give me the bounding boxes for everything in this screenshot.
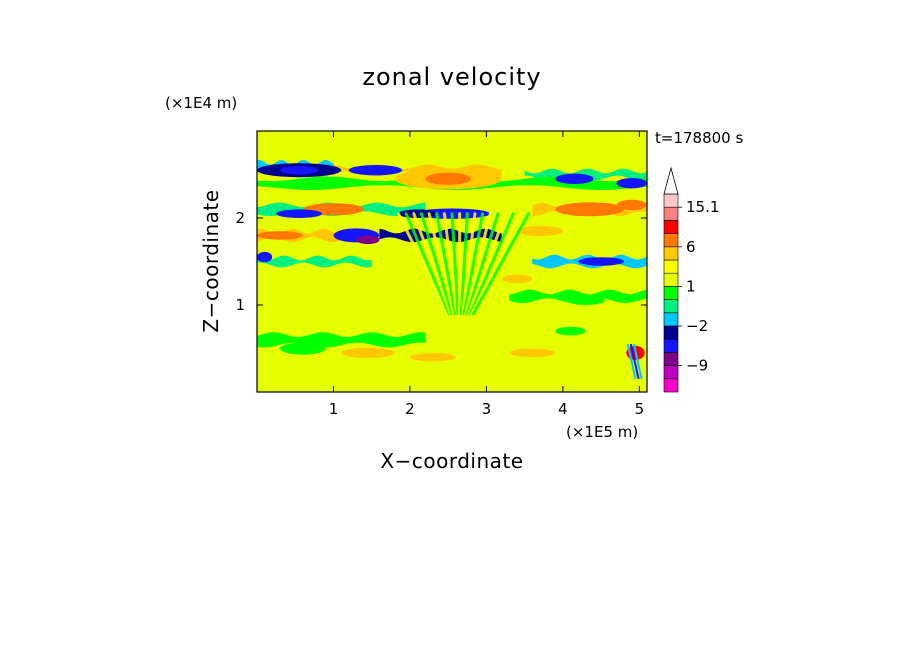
wave-streak <box>470 212 523 316</box>
velocity-blob <box>257 251 273 263</box>
time-label: t=178800 s <box>655 129 743 147</box>
velocity-blob <box>501 274 533 284</box>
velocity-band <box>257 141 647 156</box>
x-tick-label: 4 <box>558 400 568 418</box>
y-axis-unit: (×1E4 m) <box>165 94 237 112</box>
colorbar-swatch <box>663 206 679 221</box>
boundary-streak <box>629 343 640 380</box>
wave-streak <box>404 212 451 316</box>
x-tick-label: 3 <box>482 400 492 418</box>
colorbar-label: 6 <box>686 238 696 256</box>
wave-streak <box>397 212 449 316</box>
colorbar-swatch <box>663 220 679 234</box>
velocity-blob <box>555 202 624 217</box>
velocity-blob <box>517 225 563 237</box>
colorbar-swatch <box>663 259 679 274</box>
x-axis-label: X−coordinate <box>380 449 523 473</box>
velocity-band <box>257 332 426 348</box>
velocity-blob <box>616 178 647 189</box>
colorbar-label: −9 <box>686 357 708 375</box>
y-axis: 12 <box>235 209 647 314</box>
y-tick-label: 1 <box>235 296 245 314</box>
colorbar-swatch <box>663 352 679 366</box>
colorbar-label: 1 <box>686 277 696 295</box>
velocity-blob <box>257 231 303 240</box>
colorbar-swatch <box>663 338 679 353</box>
wave-streak <box>464 212 492 316</box>
colorbar-swatch <box>663 325 679 340</box>
plot-frame <box>256 130 648 393</box>
velocity-blob <box>566 296 605 305</box>
x-tick-label: 1 <box>329 400 339 418</box>
x-tick-label: 2 <box>405 400 415 418</box>
wave-streak <box>471 212 530 316</box>
velocity-blob <box>616 199 647 211</box>
wave-streak <box>467 212 507 316</box>
velocity-blob <box>348 165 403 176</box>
colorbar-swatch <box>663 299 679 314</box>
wave-streak <box>419 212 454 316</box>
y-tick-label: 2 <box>235 209 245 227</box>
colorbar-swatch <box>663 272 679 287</box>
wave-streak <box>442 212 459 316</box>
velocity-blob <box>280 165 319 175</box>
y-axis-label: Z−coordinate <box>199 189 223 332</box>
velocity-blob <box>276 209 322 218</box>
velocity-blob <box>425 172 472 185</box>
wave-streak <box>459 212 469 316</box>
chart-title: zonal velocity <box>362 63 541 91</box>
velocity-blob <box>341 347 395 359</box>
colorbar-swatch <box>663 233 679 248</box>
wave-vee-pattern <box>397 212 643 380</box>
velocity-blob <box>280 342 326 355</box>
x-axis-unit: (×1E5 m) <box>566 423 638 441</box>
boundary-streak <box>626 343 637 380</box>
colorbar-swatch <box>663 312 679 327</box>
velocity-blob <box>578 257 624 266</box>
velocity-blob <box>555 326 586 336</box>
colorbar-extend-arrow <box>663 166 679 195</box>
contour-field <box>257 131 647 392</box>
wave-streak <box>450 212 460 316</box>
wave-streak <box>427 212 455 316</box>
boundary-streak <box>633 343 643 380</box>
velocity-blob <box>356 235 380 245</box>
x-axis: 1 2 3 4 5 <box>329 131 644 418</box>
velocity-blob <box>555 173 594 184</box>
velocity-band <box>509 289 647 304</box>
wave-streak <box>412 212 452 316</box>
velocity-band <box>257 255 372 268</box>
x-tick-label: 5 <box>635 400 645 418</box>
colorbar-swatch <box>663 193 679 208</box>
wave-streak <box>465 212 500 316</box>
colorbar: 15.1 6 1 −2 −9 <box>663 166 719 393</box>
colorbar-label: −2 <box>686 317 708 335</box>
wave-streak <box>468 212 515 316</box>
wave-streak <box>461 212 477 316</box>
wave-streak <box>435 212 457 316</box>
colorbar-swatch <box>663 246 679 261</box>
colorbar-swatch <box>663 286 679 300</box>
colorbar-swatch <box>663 365 679 380</box>
velocity-blob <box>410 352 456 362</box>
wave-streak <box>462 212 485 316</box>
colorbar-swatch <box>663 378 679 393</box>
colorbar-label: 15.1 <box>686 198 719 216</box>
velocity-blob <box>509 348 556 358</box>
velocity-band <box>257 363 647 377</box>
